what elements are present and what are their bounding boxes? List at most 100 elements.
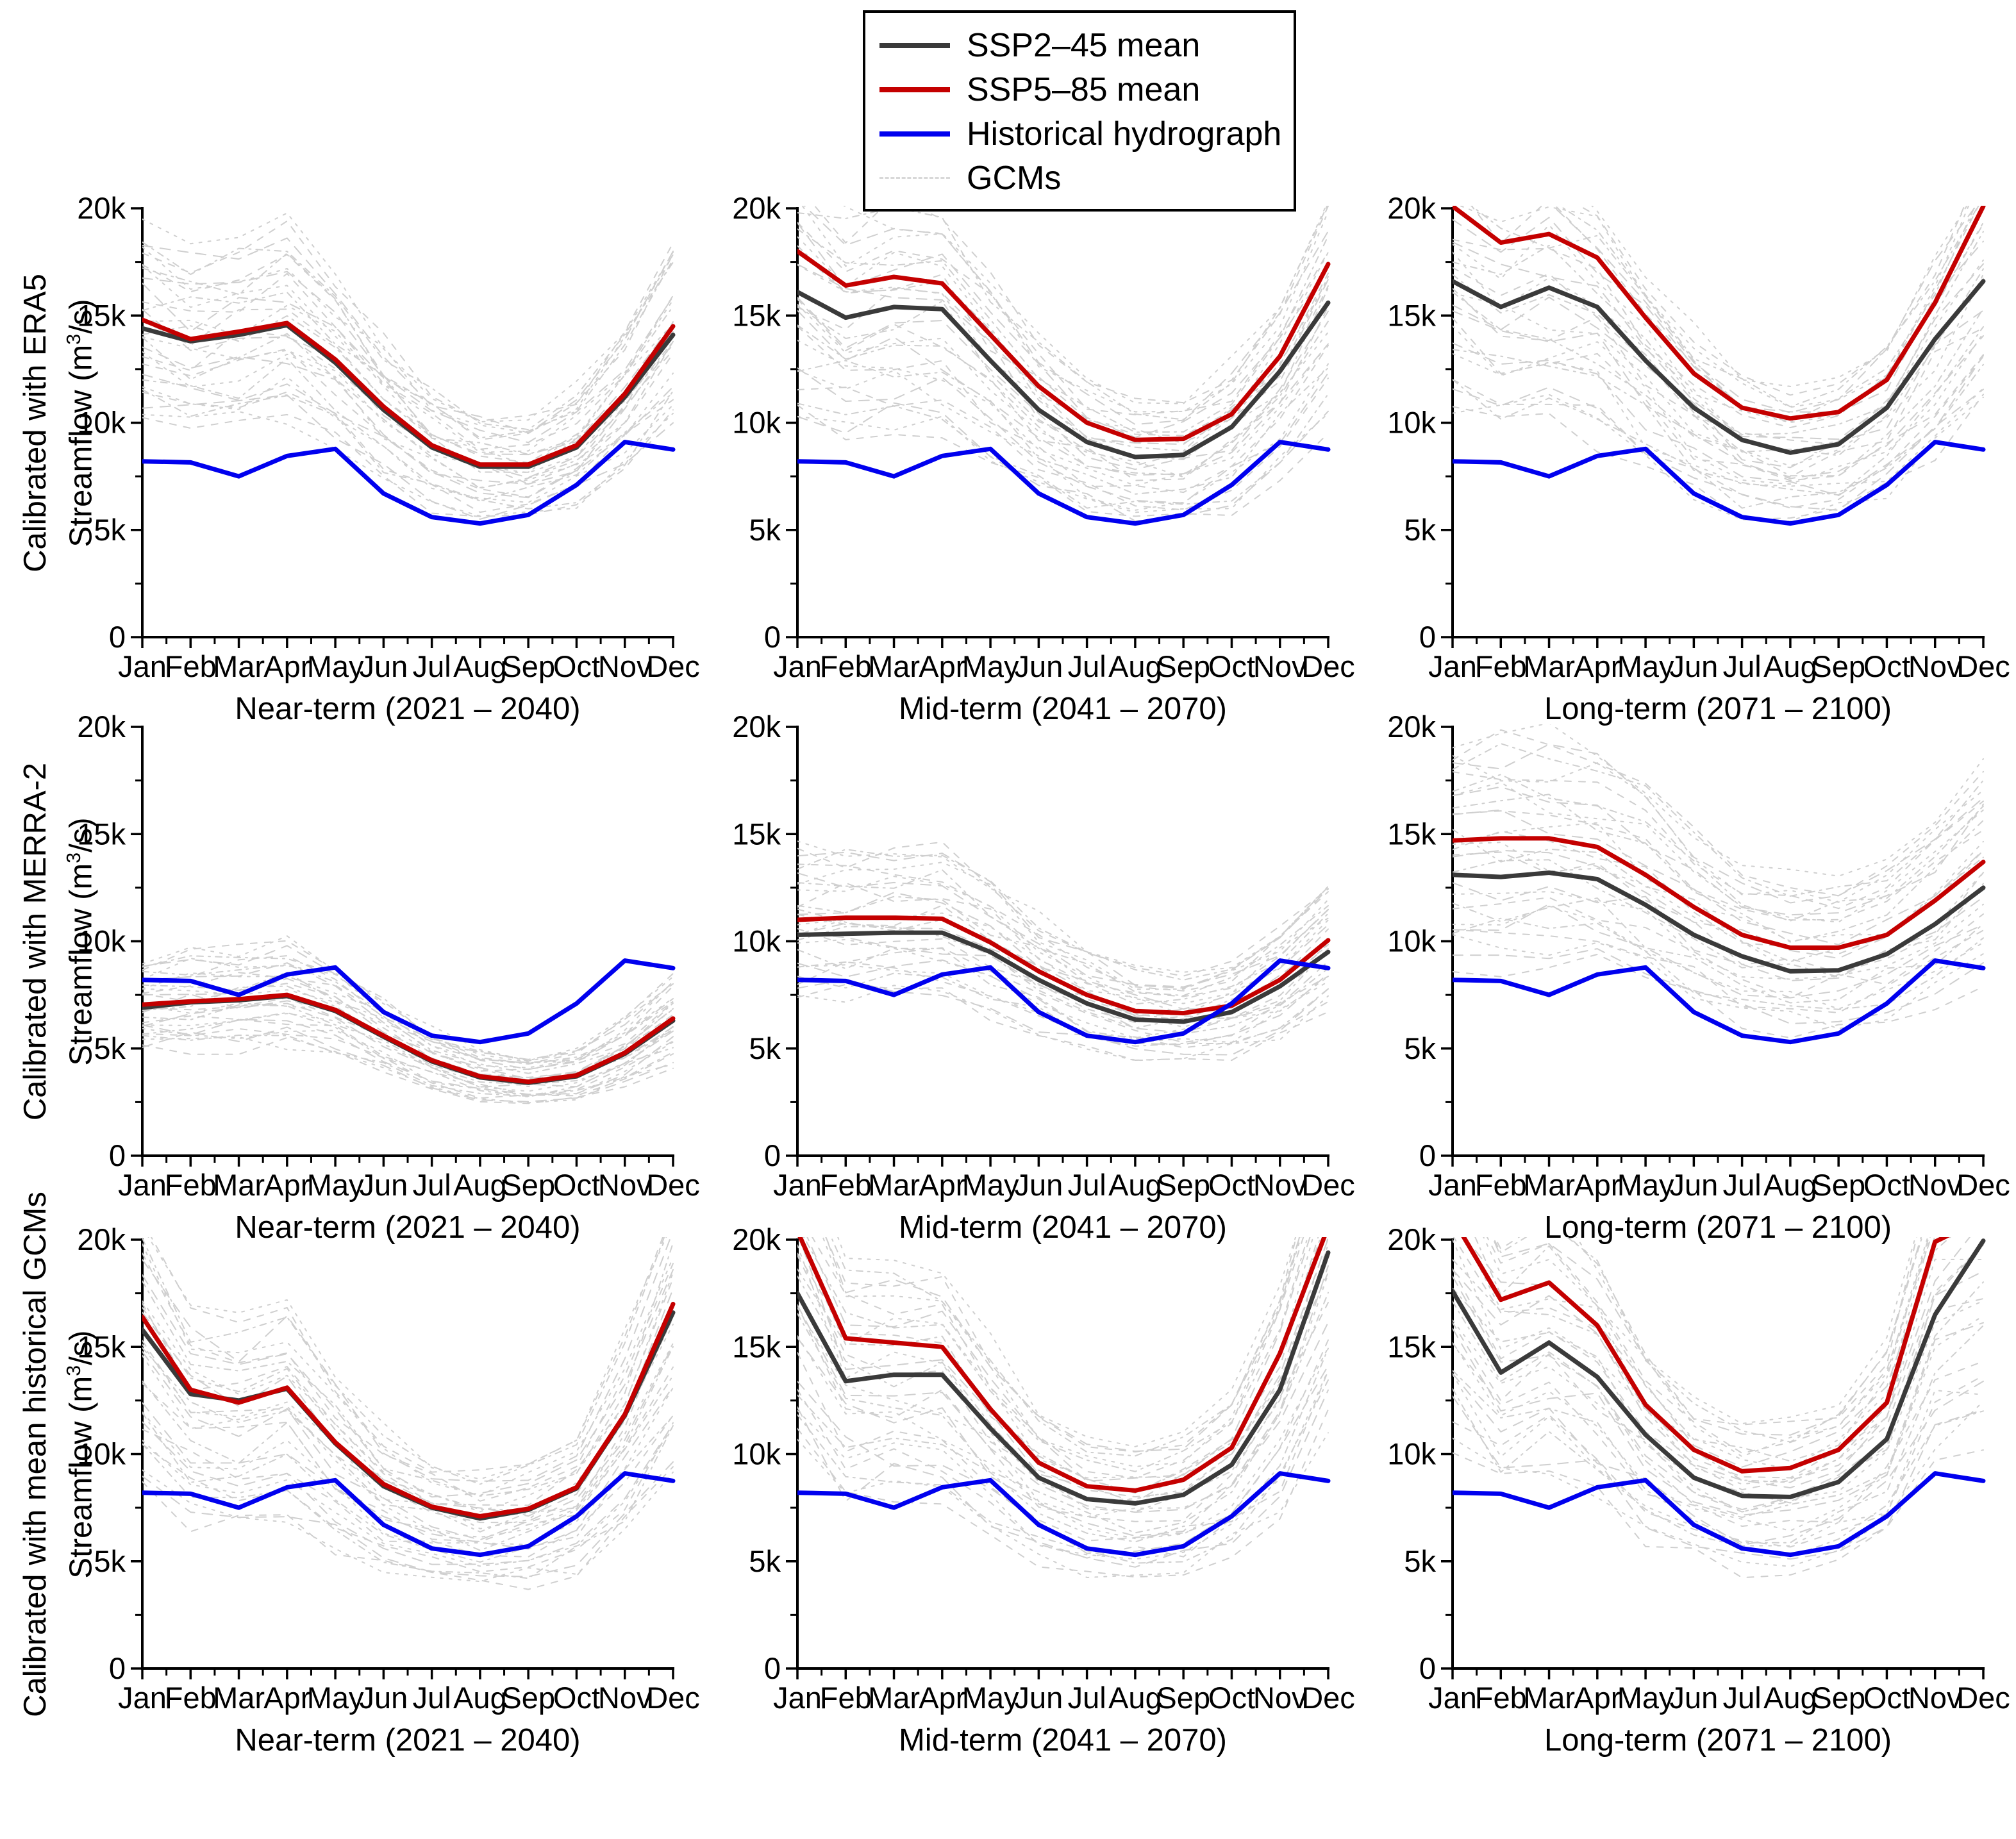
x-month-label: Nov — [1253, 1168, 1307, 1202]
gcm-ensemble-line — [142, 1469, 674, 1583]
legend-item-label: GCMs — [967, 159, 1062, 197]
x-month-label: Aug — [1108, 649, 1162, 683]
gcm-ensemble-line — [142, 1346, 674, 1533]
gcm-ensemble-line — [1453, 934, 1984, 1029]
gcm-ensemble-line — [797, 840, 1329, 973]
gcm-ensemble-line — [797, 979, 1329, 1056]
row-label-calibrated-with-mean-historical-gcms: Calibrated with mean historical GCMs Stre… — [16, 1070, 98, 1839]
gcm-ensemble-line — [142, 1237, 665, 1485]
x-month-label: May — [1617, 1168, 1674, 1202]
y-tick-label: 15k — [1387, 817, 1436, 851]
series-group — [797, 1237, 1331, 1578]
gcm-ensemble-line — [797, 1409, 1329, 1578]
x-month-label: Aug — [1763, 1681, 1817, 1715]
x-axis-title: Near-term (2021 – 2040) — [235, 1723, 580, 1758]
gcm-ensemble-line — [797, 263, 1329, 445]
x-month-label: Oct — [553, 1168, 600, 1202]
gcm-ensemble-line — [797, 393, 1329, 509]
x-month-label: Jun — [1669, 1681, 1718, 1715]
gcm-ensemble-line — [806, 1237, 1311, 1482]
x-month-label: Nov — [1908, 1681, 1962, 1715]
y-tick-label: 0 — [764, 1651, 781, 1685]
gcm-ensemble-line — [142, 1421, 674, 1565]
gcm-ensemble-line — [1453, 903, 1984, 999]
gcm-ensemble-line — [142, 292, 674, 455]
gcm-ensemble-line — [142, 1269, 674, 1498]
x-month-label: Dec — [1301, 1681, 1355, 1715]
x-month-label: Dec — [1301, 1168, 1355, 1202]
x-month-label: Aug — [1108, 1168, 1162, 1202]
gcm-ensemble-line — [1453, 929, 1984, 1013]
ssp5-85-mean-line — [1453, 206, 1986, 421]
gcm-ensemble-line — [142, 394, 674, 520]
gcm-ensemble-line — [142, 1019, 674, 1095]
x-month-label: May — [1617, 649, 1674, 683]
gcm-ensemble-line — [797, 1389, 1329, 1568]
gcm-ensemble-line — [797, 297, 1329, 470]
y-tick-label: 15k — [1387, 298, 1436, 332]
gcm-ensemble-line — [142, 1386, 674, 1545]
x-month-label: Feb — [820, 649, 872, 683]
x-month-label: Nov — [1253, 1681, 1307, 1715]
gcm-ensemble-line — [801, 206, 1329, 413]
gcm-ensemble-line — [797, 221, 1329, 415]
gcm-ensemble-line — [797, 922, 1329, 1017]
gcm-ensemble-line — [1453, 268, 1984, 456]
gcm-ensemble-line — [1453, 356, 1984, 509]
x-month-label: Feb — [820, 1168, 872, 1202]
gcm-ensemble-line — [142, 272, 674, 450]
x-axis-title: Mid-term (2041 – 2070) — [899, 692, 1227, 726]
gcm-ensemble-line — [797, 841, 1329, 977]
gcm-ensemble-line — [797, 228, 1329, 433]
gcm-ensemble-line — [803, 1237, 1309, 1472]
figure-page: { "legend": { "items": [ {"label": "SSP2… — [18, 10, 2010, 1758]
y-tick-label: 20k — [732, 710, 781, 744]
x-month-label: Nov — [598, 1168, 652, 1202]
gcm-ensemble-line — [142, 955, 674, 1062]
gcm-ensemble-line — [142, 1004, 674, 1085]
gcm-ensemble-line — [1453, 842, 1984, 972]
gcm-ensemble-line — [142, 253, 674, 440]
ssp5-85-mean-line — [1461, 1237, 1950, 1474]
x-month-label: Feb — [1475, 1681, 1527, 1715]
gcm-ensemble-line — [1453, 794, 1984, 943]
gcm-ensemble-line — [797, 938, 1329, 1039]
gcm-ensemble-line — [142, 997, 674, 1083]
row-label-line1: Calibrated with mean historical GCMs — [18, 1191, 53, 1717]
x-axis-title: Long-term (2071 – 2100) — [1544, 1723, 1892, 1758]
gcm-ensemble-line — [1453, 223, 1984, 429]
y-tick-label: 0 — [764, 1138, 781, 1172]
historical-hydrograph-line — [1453, 958, 1986, 1045]
historical-hydrograph-line — [142, 1471, 676, 1558]
x-month-label: Sep — [1812, 649, 1865, 683]
gcm-ensemble-line — [142, 1344, 674, 1541]
historical-hydrograph-line — [142, 440, 676, 526]
gcm-ensemble-line — [1453, 809, 1984, 945]
x-month-label: Oct — [1863, 649, 1910, 683]
historical-hydrograph-line — [142, 958, 676, 1045]
gcm-ensemble-line — [797, 340, 1329, 487]
y-tick-label: 15k — [732, 298, 781, 332]
gcm-ensemble-line — [1494, 1237, 1918, 1426]
ssp5-85-mean-line — [142, 317, 676, 467]
y-tick-label: 10k — [1387, 406, 1436, 440]
gcm-ensemble-line — [142, 1026, 674, 1103]
gcm-ensemble-line — [1453, 830, 1984, 955]
gcm-ensemble-line — [1453, 771, 1984, 910]
gcm-ensemble-line — [1453, 363, 1984, 509]
gcm-ensemble-line — [797, 882, 1329, 997]
x-month-label: Jul — [1723, 649, 1762, 683]
gcm-ensemble-line — [797, 360, 1329, 495]
historical-hydrograph-line — [797, 440, 1331, 526]
y-tick-label: 0 — [109, 1651, 126, 1685]
x-month-label: Jan — [1428, 1681, 1477, 1715]
ssp2-45-mean-line — [1453, 279, 1986, 455]
gcm-ensemble-line — [797, 404, 1329, 517]
gcm-ensemble-line — [142, 1461, 674, 1577]
x-month-label: Nov — [1253, 649, 1307, 683]
x-month-label: May — [307, 649, 364, 683]
gcm-ensemble-line — [142, 1028, 674, 1096]
gcm-ensemble-line — [142, 1288, 674, 1517]
